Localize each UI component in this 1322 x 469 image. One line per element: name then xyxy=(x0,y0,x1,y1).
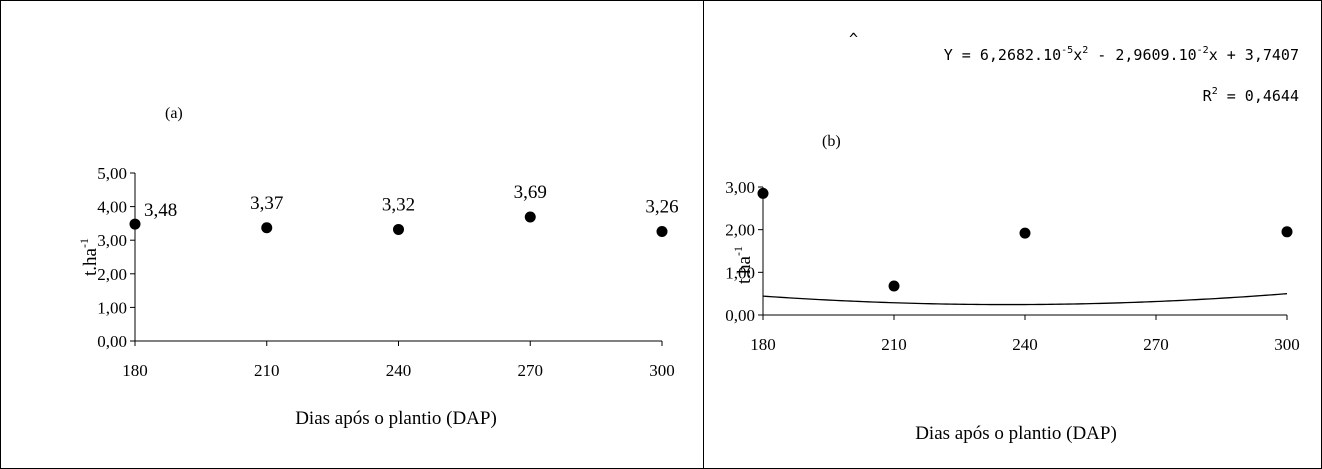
panel-b-ylabel-base: t.ha xyxy=(734,255,755,284)
panel-b-x-tick-label: 300 xyxy=(1274,335,1300,354)
r2-part-1: R xyxy=(1203,87,1213,105)
r2-exp: 2 xyxy=(1212,86,1218,97)
panel-a-y-tick-label: 0,00 xyxy=(97,332,127,351)
panel-b-y-axis-label: t.ha-1 xyxy=(731,246,755,284)
panel-b-label: (b) xyxy=(822,133,841,150)
panel-a-x-tick-label: 210 xyxy=(254,361,280,380)
panel-a-data-label: 3,48 xyxy=(144,200,177,221)
panel-a-y-tick-label: 3,00 xyxy=(97,231,127,250)
equation-part-4: x + 3,7407 xyxy=(1209,46,1299,64)
svg-text:t.ha-1: t.ha-1 xyxy=(77,238,101,276)
panel-b-x-axis-label: Dias após o plantio (DAP) xyxy=(915,423,1117,444)
panel-a-y-tick-label: 4,00 xyxy=(97,198,127,217)
panel-b-x-tick-label: 210 xyxy=(881,335,907,354)
panel-a-label: (a) xyxy=(165,105,183,122)
panel-b: (b) ^ Y = 6,2682.10-5x2 - 2,9609.10-2x +… xyxy=(725,30,1300,444)
panel-b-data-point xyxy=(888,280,900,292)
equation-exp-2: 2 xyxy=(1082,45,1088,56)
r2-part-2: = 0,4644 xyxy=(1218,87,1299,105)
equation-exp-3: -2 xyxy=(1197,45,1209,56)
panel-b-data-point xyxy=(757,187,769,199)
panel-a-marks: 3,48 3,37 3,32 3,69 3,26 xyxy=(129,182,679,237)
panel-a: (a) t.ha-1 Dias após o plantio (DAP) 0,0… xyxy=(77,105,679,429)
panel-a-y-tick-label: 2,00 xyxy=(97,265,127,284)
svg-text:t.ha-1: t.ha-1 xyxy=(731,246,755,284)
r-squared: R2 = 0,4644 xyxy=(1203,86,1299,105)
panel-b-fit-curve xyxy=(762,293,1288,306)
panel-a-x-tick-label: 180 xyxy=(122,361,148,380)
panel-b-y-tick-label: 1,00 xyxy=(725,263,755,282)
panel-b-data-point xyxy=(1019,227,1031,239)
equation-text: Y = 6,2682.10-5x2 - 2,9609.10-2x + 3,740… xyxy=(944,45,1299,64)
panel-a-x-tick-label: 270 xyxy=(518,361,544,380)
panel-a-ylabel-base: t.ha xyxy=(80,247,101,276)
panel-a-y-tick-label: 5,00 xyxy=(97,164,127,183)
panel-a-data-point xyxy=(129,218,141,230)
equation-hat: ^ xyxy=(849,30,858,48)
panel-b-x-tick-label: 240 xyxy=(1012,335,1038,354)
panel-b-axes: 0,00 1,00 2,00 3,00 180 210 240 270 300 xyxy=(725,178,1300,354)
panel-b-x-tick-label: 270 xyxy=(1143,335,1169,354)
equation-exp-1: -5 xyxy=(1061,45,1073,56)
panel-a-data-label: 3,26 xyxy=(645,196,678,217)
panel-a-data-point xyxy=(656,225,668,237)
equation-part-3: - 2,9609.10 xyxy=(1088,46,1196,64)
panel-b-marks xyxy=(757,187,1293,306)
panel-a-x-tick-label: 300 xyxy=(649,361,675,380)
equation-part-2: x xyxy=(1073,46,1082,64)
panel-b-data-point xyxy=(1281,226,1293,238)
panel-a-data-point xyxy=(393,223,404,235)
panel-a-axes: 0,00 1,00 2,00 3,00 4,00 5,00 180 210 240 270 300 xyxy=(97,164,675,380)
panel-b-y-tick-label: 3,00 xyxy=(725,178,755,197)
panel-a-data-point xyxy=(261,222,273,234)
panel-a-data-label: 3,32 xyxy=(382,194,415,215)
panel-a-y-axis-label: t.ha-1 xyxy=(77,238,101,276)
panel-a-x-tick-label: 240 xyxy=(386,361,412,380)
panel-b-y-tick-label: 0,00 xyxy=(725,306,755,325)
panel-b-ylabel-exp: -1 xyxy=(731,246,745,256)
panel-a-x-axis-label: Dias após o plantio (DAP) xyxy=(295,408,497,429)
panel-b-y-tick-label: 2,00 xyxy=(725,221,755,240)
panel-a-data-label: 3,69 xyxy=(514,182,547,203)
equation-part-1: Y = 6,2682.10 xyxy=(944,46,1061,64)
panel-b-equation: ^ Y = 6,2682.10-5x2 - 2,9609.10-2x + 3,7… xyxy=(849,30,1299,105)
panel-a-data-point xyxy=(524,211,536,223)
panel-a-data-label: 3,37 xyxy=(250,193,283,214)
panel-a-y-tick-label: 1,00 xyxy=(97,298,127,317)
panel-b-x-tick-label: 180 xyxy=(750,335,776,354)
panel-a-ylabel-exp: -1 xyxy=(77,238,91,248)
